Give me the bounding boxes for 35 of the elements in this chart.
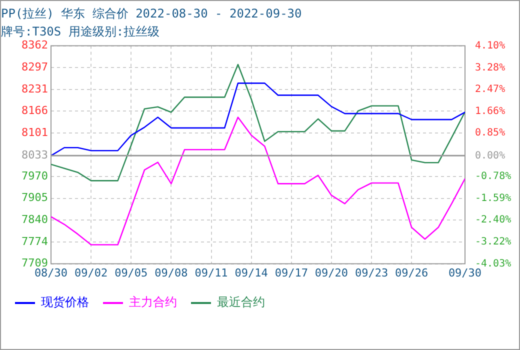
- chart-title: PP(拉丝) 华东 综合价 2022-08-30 - 2022-09-30: [1, 6, 302, 20]
- x-tick-label: 09/17: [274, 266, 308, 280]
- y2-tick-label: 3.28%: [475, 62, 506, 74]
- y-tick-label: 7905: [22, 191, 48, 204]
- y2-tick-label: 0.85%: [475, 128, 506, 139]
- chart-subtitle: 牌号:T30S 用途级别:拉丝级: [1, 24, 160, 39]
- x-tick-label: 09/11: [194, 266, 228, 280]
- x-tick-label: 09/02: [74, 266, 108, 280]
- y2-tick-label: -1.59%: [475, 192, 512, 204]
- x-tick-label: 09/23: [354, 266, 388, 280]
- y2-tick-label: -0.78%: [475, 171, 512, 182]
- x-tick-label: 08/30: [34, 266, 68, 280]
- y2-tick-label: 0.00%: [475, 150, 506, 162]
- y-tick-label: 7840: [22, 212, 48, 226]
- y2-tick-label: 1.66%: [475, 106, 506, 117]
- x-tick-label: 09/05: [114, 266, 148, 280]
- x-tick-label: 09/26: [395, 266, 428, 280]
- y-tick-label: 8231: [22, 82, 48, 96]
- y-tick-label: 7970: [22, 170, 48, 183]
- y-tick-label: 8166: [22, 104, 48, 118]
- y-tick-label: 8101: [22, 126, 48, 139]
- legend-label: 最近合约: [217, 295, 265, 310]
- legend-label: 现货价格: [41, 295, 89, 310]
- legend-label: 主力合约: [129, 295, 177, 310]
- y-tick-label: 8362: [22, 38, 48, 52]
- y-tick-label: 7774: [22, 234, 48, 248]
- y2-tick-label: 4.10%: [475, 40, 506, 52]
- y-tick-label: 8033: [22, 148, 48, 162]
- y2-tick-label: -3.22%: [475, 236, 512, 248]
- x-tick-label: 09/20: [314, 266, 348, 280]
- x-tick-label: 09/14: [234, 266, 268, 280]
- y2-tick-label: -2.40%: [475, 214, 512, 226]
- x-tick-label: 09/08: [154, 266, 188, 280]
- y2-tick-label: 2.47%: [475, 84, 506, 96]
- y-tick-label: 8297: [22, 60, 48, 74]
